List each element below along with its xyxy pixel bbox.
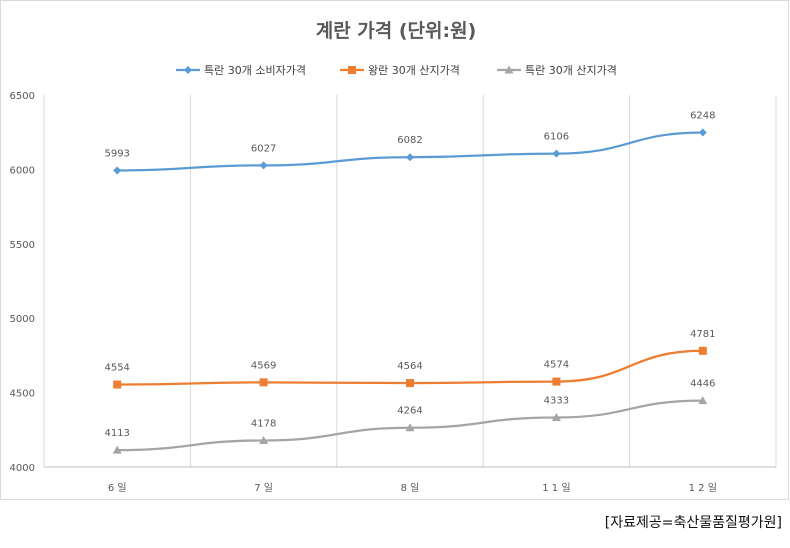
legend-label: 왕란 30개 산지가격 bbox=[368, 64, 460, 77]
y-tick-label: 4500 bbox=[10, 389, 35, 400]
data-label: 4781 bbox=[690, 329, 715, 340]
x-axis: 6 일 7 일 8 일 1 1 일 1 2 일 bbox=[44, 466, 776, 494]
data-point bbox=[112, 445, 122, 454]
legend-label: 특란 30개 산지가격 bbox=[525, 64, 617, 77]
data-point bbox=[259, 378, 268, 387]
plot-area: 5993 6027 6082 6106 6248 4554 4569 4564 4574 4781… bbox=[104, 110, 716, 454]
data-label: 4333 bbox=[544, 395, 569, 406]
data-point bbox=[113, 166, 122, 175]
x-tick-label: 7 일 bbox=[254, 482, 273, 494]
legend-label: 특란 30개 소비자가격 bbox=[204, 64, 306, 77]
data-label: 4264 bbox=[397, 406, 422, 417]
legend: 특란 30개 소비자가격 왕란 30개 산지가격 특란 30개 산지가격 bbox=[176, 64, 617, 77]
x-tick-label: 1 2 일 bbox=[689, 482, 717, 494]
data-label: 6248 bbox=[690, 110, 715, 121]
legend-item: 특란 30개 소비자가격 bbox=[176, 64, 306, 77]
data-point bbox=[698, 396, 708, 405]
data-label: 4554 bbox=[104, 363, 129, 374]
data-label: 6082 bbox=[397, 135, 422, 146]
data-label: 5993 bbox=[104, 148, 129, 159]
data-label: 4113 bbox=[104, 428, 129, 439]
data-point bbox=[698, 346, 707, 355]
data-point bbox=[552, 377, 561, 386]
data-point bbox=[552, 149, 561, 158]
data-label: 4564 bbox=[397, 361, 422, 372]
data-label: 4446 bbox=[690, 379, 715, 390]
chart-title: 계란 가격 (단위:원) bbox=[316, 20, 477, 42]
legend-item: 왕란 30개 산지가격 bbox=[340, 64, 460, 77]
data-point bbox=[405, 423, 415, 432]
source-note: [자료제공=축산물품질평가원] bbox=[604, 515, 782, 531]
data-point bbox=[406, 153, 414, 162]
data-point bbox=[551, 412, 561, 421]
legend-marker bbox=[348, 66, 356, 74]
y-tick-label: 6500 bbox=[10, 91, 35, 102]
y-tick-label: 5500 bbox=[10, 240, 35, 251]
y-tick-label: 4000 bbox=[10, 463, 35, 474]
data-point bbox=[406, 379, 414, 388]
data-label: 4569 bbox=[251, 360, 276, 371]
data-point bbox=[698, 128, 707, 137]
x-tick-label: 6 일 bbox=[108, 482, 127, 494]
data-label: 6106 bbox=[544, 132, 569, 143]
x-tick-label: 8 일 bbox=[401, 482, 420, 494]
data-label: 4178 bbox=[251, 419, 276, 430]
data-label: 6027 bbox=[251, 143, 276, 154]
y-tick-label: 5000 bbox=[10, 314, 35, 325]
data-point bbox=[259, 436, 269, 445]
legend-marker bbox=[504, 65, 514, 74]
y-axis: 4000 4500 5000 5500 6000 6500 bbox=[10, 91, 35, 474]
data-label: 4574 bbox=[544, 360, 569, 371]
series-1: 5993 6027 6082 6106 6248 bbox=[104, 110, 716, 175]
chart-frame: 계란 가격 (단위:원) 특란 30개 소비자가격 왕란 30개 산지가격 특란 3… bbox=[0, 0, 789, 500]
series-3: 4113 4178 4264 4333 4446 bbox=[104, 379, 716, 454]
y-tick-label: 6000 bbox=[10, 165, 35, 176]
x-tick-label: 1 1 일 bbox=[542, 482, 570, 494]
data-point bbox=[113, 380, 122, 389]
line-chart: 계란 가격 (단위:원) 특란 30개 소비자가격 왕란 30개 산지가격 특란 3… bbox=[10, 20, 777, 494]
legend-item: 특란 30개 산지가격 bbox=[497, 64, 617, 77]
legend-marker bbox=[184, 66, 192, 74]
data-point bbox=[259, 161, 268, 170]
series-2: 4554 4569 4564 4574 4781 bbox=[104, 329, 716, 389]
gridlines bbox=[43, 95, 777, 467]
